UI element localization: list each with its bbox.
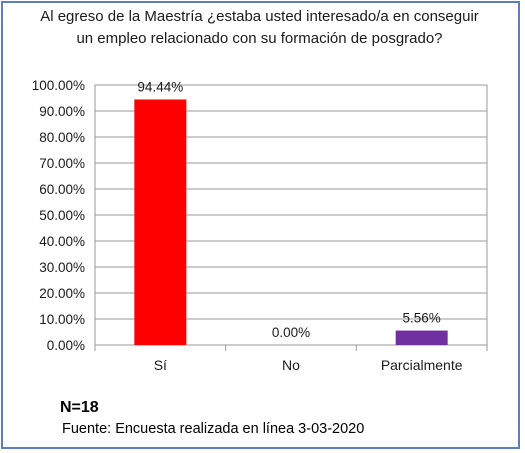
bar <box>134 99 187 346</box>
y-tick-label: 70.00% <box>39 156 85 171</box>
y-tick-label: 30.00% <box>39 260 85 275</box>
y-tick-label: 60.00% <box>39 182 85 197</box>
sample-size-label: N=18 <box>60 399 99 416</box>
bar <box>395 330 448 345</box>
data-label: 0.00% <box>272 325 310 340</box>
chart-frame <box>1 1 520 449</box>
plot-border <box>94 84 488 346</box>
x-tick-label: No <box>282 357 300 373</box>
y-tick-label: 90.00% <box>39 104 85 119</box>
x-tick-label: Parcialmente <box>381 357 463 373</box>
data-label: 94.44% <box>137 79 183 94</box>
data-label: 5.56% <box>403 311 441 326</box>
chart-title-line-2: un empleo relacionado con su formación d… <box>76 30 443 47</box>
x-tick-label: Sí <box>154 357 167 373</box>
chart-title-line-1: Al egreso de la Maestría ¿estaba usted i… <box>40 8 479 25</box>
source-note: Fuente: Encuesta realizada en línea 3-03… <box>62 421 365 437</box>
chart-title: Al egreso de la Maestría ¿estaba usted i… <box>0 6 519 50</box>
y-tick-label: 20.00% <box>39 286 85 301</box>
y-tick-label: 10.00% <box>39 312 85 327</box>
y-tick-label: 80.00% <box>39 130 85 145</box>
y-tick-label: 100.00% <box>32 78 85 93</box>
y-tick-label: 50.00% <box>39 208 85 223</box>
y-tick-label: 0.00% <box>47 338 85 353</box>
y-tick-label: 40.00% <box>39 234 85 249</box>
bar-chart: 0.00% 10.00% 20.00% 30.00% 40.00% 50.00% 60.00… <box>32 78 488 373</box>
